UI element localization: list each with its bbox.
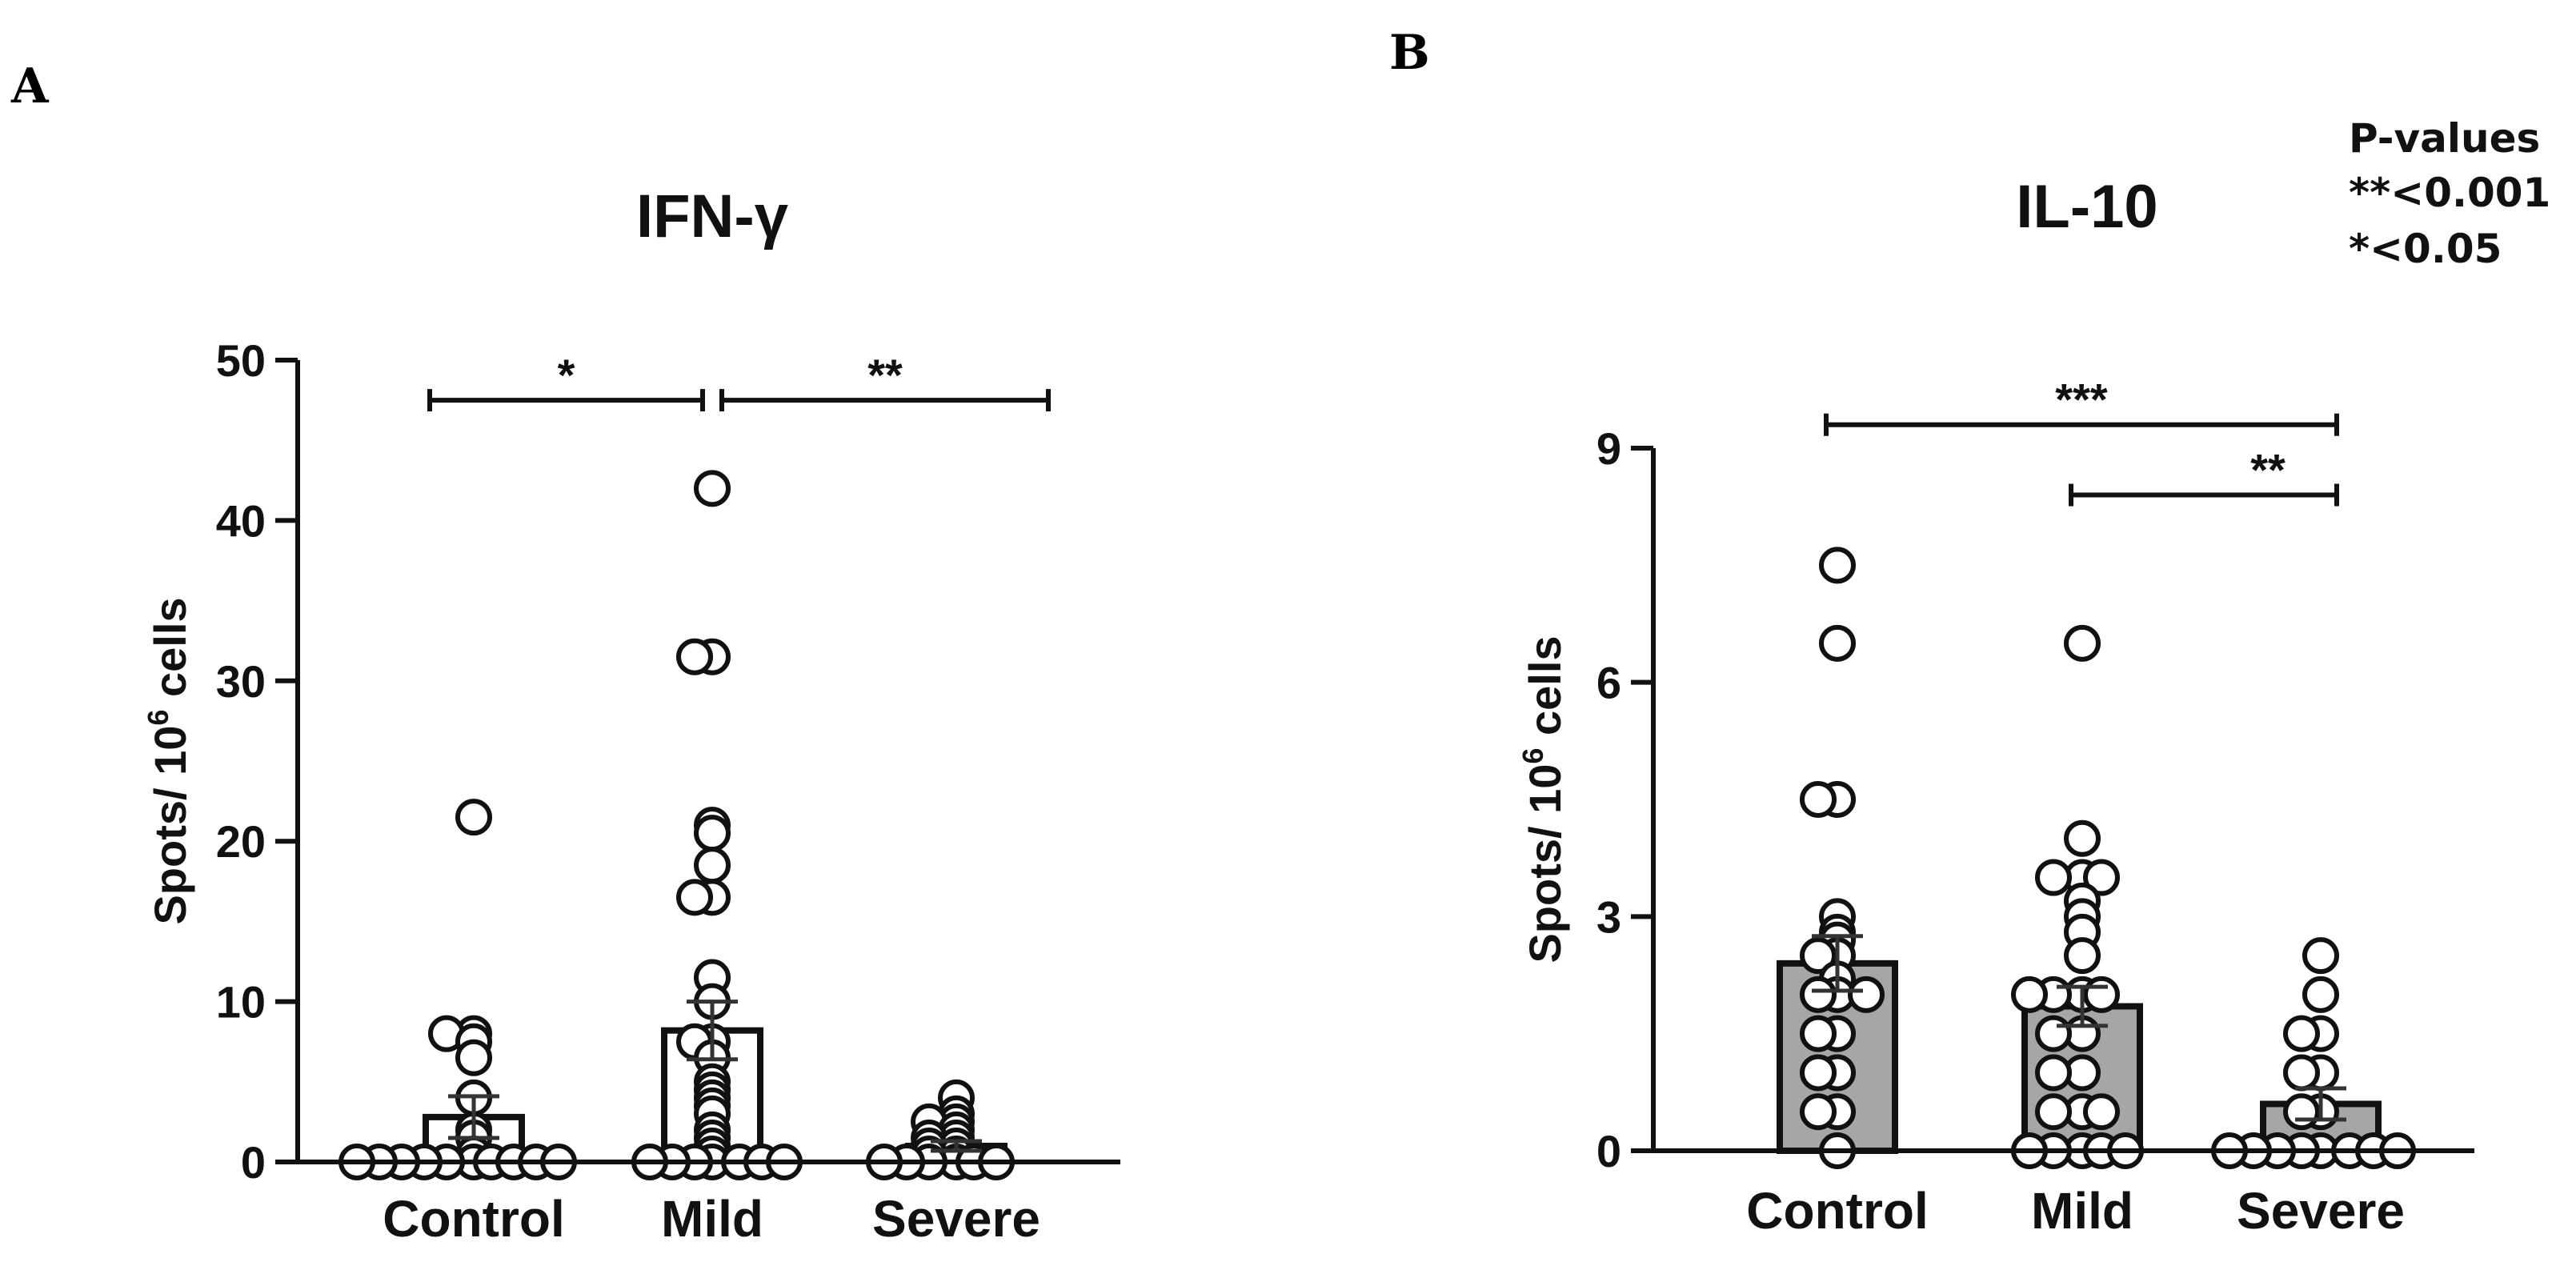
data-point xyxy=(2083,1093,2120,1131)
y-tick-label: 6 xyxy=(1596,658,1621,708)
y-tick-label: 9 xyxy=(1596,423,1621,474)
data-point xyxy=(2283,1015,2320,1052)
data-point xyxy=(2083,976,2120,1013)
chart-title: IL-10 xyxy=(2016,173,2157,241)
data-point xyxy=(2064,937,2101,975)
significance-label: ** xyxy=(867,350,903,400)
category-label: Severe xyxy=(872,1190,1040,1248)
data-point xyxy=(2035,859,2072,896)
data-point xyxy=(1819,624,1856,662)
significance-label: *** xyxy=(2055,375,2108,425)
data-point xyxy=(2064,624,2101,662)
data-point xyxy=(1800,1015,1837,1052)
y-tick-label: 30 xyxy=(216,656,266,707)
chart-ifn-gamma: IFN-γ Spots/ 106 cells 0 10 20 30 40 50 Control M… xyxy=(142,182,1120,1248)
data-point xyxy=(676,638,713,675)
data-point xyxy=(1800,976,1837,1013)
data-point xyxy=(2283,1054,2320,1092)
y-tick-label: 0 xyxy=(1596,1126,1621,1176)
data-point xyxy=(2283,1093,2320,1131)
data-point xyxy=(676,879,713,916)
y-tick-label: 0 xyxy=(241,1137,266,1188)
y-tick-label: 40 xyxy=(216,495,266,546)
legend-line-2: *<0.05 xyxy=(2349,226,2502,272)
y-axis-label: Spots/ 106 cells xyxy=(1516,635,1570,963)
significance-label: * xyxy=(558,350,575,400)
data-point xyxy=(1800,1093,1837,1131)
chart-il-10: IL-10 Spots/ 106 cells 0 3 6 9 Control Mild Seve… xyxy=(1516,173,2474,1240)
data-point xyxy=(2064,819,2101,857)
data-point xyxy=(2011,976,2048,1013)
data-point xyxy=(1848,976,1885,1013)
data-point xyxy=(1819,547,1856,584)
panel-letter-a: A xyxy=(10,58,50,114)
data-point xyxy=(2035,1015,2072,1052)
data-point xyxy=(455,799,492,836)
data-point xyxy=(694,470,731,507)
data-point xyxy=(2302,937,2339,975)
data-point xyxy=(2083,859,2120,896)
data-point xyxy=(1800,937,1837,975)
legend-line-1: **<0.001 xyxy=(2349,170,2550,216)
y-tick-label: 10 xyxy=(216,977,266,1028)
data-point xyxy=(2035,1093,2072,1131)
legend-title: P-values xyxy=(2349,115,2540,162)
data-point xyxy=(2302,976,2339,1013)
panel-letter-b: B xyxy=(1389,25,1430,81)
data-point xyxy=(455,1039,492,1076)
category-label: Control xyxy=(383,1190,565,1248)
category-label: Mild xyxy=(2031,1182,2133,1240)
data-point xyxy=(1800,781,1837,818)
data-point xyxy=(694,847,731,884)
chart-title: IFN-γ xyxy=(636,182,788,250)
y-tick-label: 20 xyxy=(216,816,266,867)
y-tick-label: 50 xyxy=(216,335,266,386)
category-label: Mild xyxy=(661,1190,763,1248)
data-point xyxy=(694,815,731,852)
p-value-legend: P-values **<0.001 *<0.05 xyxy=(2349,115,2550,272)
data-point xyxy=(2035,1054,2072,1092)
category-label: Control xyxy=(1746,1182,1929,1240)
y-axis-label: Spots/ 106 cells xyxy=(142,597,195,924)
y-tick-label: 3 xyxy=(1596,891,1621,942)
significance-label: ** xyxy=(2250,445,2286,495)
data-point xyxy=(1800,1054,1837,1092)
category-label: Severe xyxy=(2237,1182,2405,1240)
